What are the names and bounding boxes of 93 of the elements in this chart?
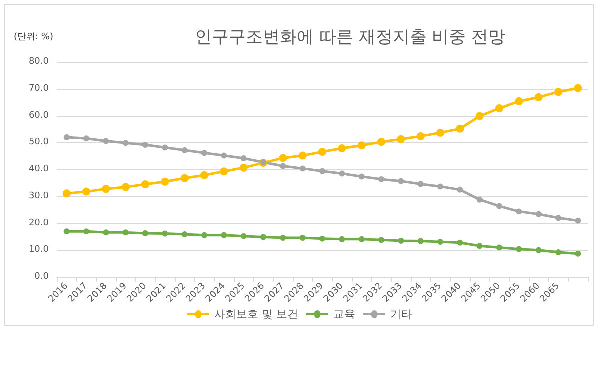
point bbox=[556, 215, 562, 222]
point bbox=[240, 233, 247, 240]
point bbox=[496, 104, 504, 112]
point bbox=[378, 176, 384, 182]
point bbox=[260, 234, 266, 240]
point bbox=[162, 230, 168, 237]
chart-title: 인구구조변화에 따른 재정지출 비중 전망 bbox=[195, 28, 506, 48]
point bbox=[162, 144, 168, 151]
point bbox=[300, 235, 306, 242]
point bbox=[298, 152, 307, 160]
point bbox=[202, 150, 208, 156]
point bbox=[280, 235, 286, 242]
point bbox=[142, 180, 150, 189]
point bbox=[221, 232, 228, 238]
point bbox=[378, 138, 386, 146]
point bbox=[496, 244, 502, 251]
point bbox=[102, 185, 110, 194]
point bbox=[279, 154, 288, 162]
point bbox=[476, 196, 483, 203]
y-tick-label: 80.0 bbox=[28, 57, 50, 67]
text: (단위: %) bbox=[14, 32, 54, 42]
point bbox=[318, 148, 326, 156]
point bbox=[320, 168, 326, 174]
point bbox=[221, 152, 228, 159]
point bbox=[556, 250, 562, 256]
point bbox=[182, 232, 188, 238]
point bbox=[339, 170, 346, 177]
point bbox=[339, 236, 346, 242]
point bbox=[122, 140, 129, 146]
point bbox=[516, 246, 522, 252]
point bbox=[358, 174, 365, 180]
point bbox=[103, 230, 110, 236]
point bbox=[300, 166, 306, 172]
point bbox=[534, 93, 543, 102]
point bbox=[64, 228, 70, 235]
y-tick-label: 30.0 bbox=[28, 191, 50, 202]
point bbox=[574, 84, 582, 92]
legend-label: 기타 bbox=[390, 308, 412, 321]
point bbox=[398, 178, 404, 184]
point bbox=[64, 134, 70, 141]
point bbox=[142, 230, 148, 236]
point bbox=[536, 247, 542, 254]
point bbox=[338, 144, 346, 153]
point bbox=[398, 238, 404, 244]
point bbox=[496, 203, 502, 210]
point bbox=[418, 238, 424, 244]
point bbox=[438, 184, 444, 190]
point bbox=[142, 142, 148, 148]
point bbox=[515, 98, 524, 106]
point bbox=[62, 190, 71, 198]
point bbox=[378, 237, 384, 244]
point bbox=[280, 163, 286, 170]
point bbox=[575, 250, 582, 257]
y-tick-label: 40.0 bbox=[28, 164, 50, 174]
point bbox=[202, 232, 208, 238]
point bbox=[84, 136, 90, 142]
y-tick-label: 20.0 bbox=[28, 218, 50, 228]
point bbox=[516, 208, 522, 215]
point bbox=[240, 155, 247, 162]
point bbox=[457, 186, 464, 193]
point bbox=[84, 228, 90, 235]
point bbox=[536, 211, 542, 218]
point bbox=[476, 112, 484, 120]
point bbox=[122, 230, 129, 236]
point bbox=[476, 243, 483, 250]
point bbox=[575, 218, 582, 224]
y-tick-label: 0.0 bbox=[34, 272, 50, 282]
point bbox=[418, 181, 424, 188]
point bbox=[240, 164, 248, 172]
point bbox=[82, 188, 90, 196]
point bbox=[358, 142, 366, 150]
point bbox=[200, 171, 208, 180]
point bbox=[320, 236, 326, 242]
point bbox=[554, 88, 562, 96]
point bbox=[436, 128, 444, 137]
point bbox=[358, 236, 365, 242]
y-tick-label: 60.0 bbox=[28, 110, 50, 121]
y-tick-label: 10.0 bbox=[28, 245, 50, 256]
point bbox=[220, 168, 228, 176]
point bbox=[456, 124, 464, 133]
point bbox=[182, 147, 188, 154]
y-tick-label: 70.0 bbox=[28, 84, 50, 94]
point bbox=[103, 138, 110, 144]
point bbox=[397, 135, 406, 144]
legend-label: 교육 bbox=[333, 308, 356, 321]
point bbox=[457, 240, 464, 246]
point bbox=[122, 183, 130, 192]
point bbox=[180, 174, 189, 182]
y-tick-label: 50.0 bbox=[28, 138, 50, 148]
point bbox=[416, 132, 425, 140]
point bbox=[438, 239, 444, 246]
point bbox=[161, 178, 170, 186]
legend-label: 사회보호 및 보건 bbox=[214, 308, 299, 321]
